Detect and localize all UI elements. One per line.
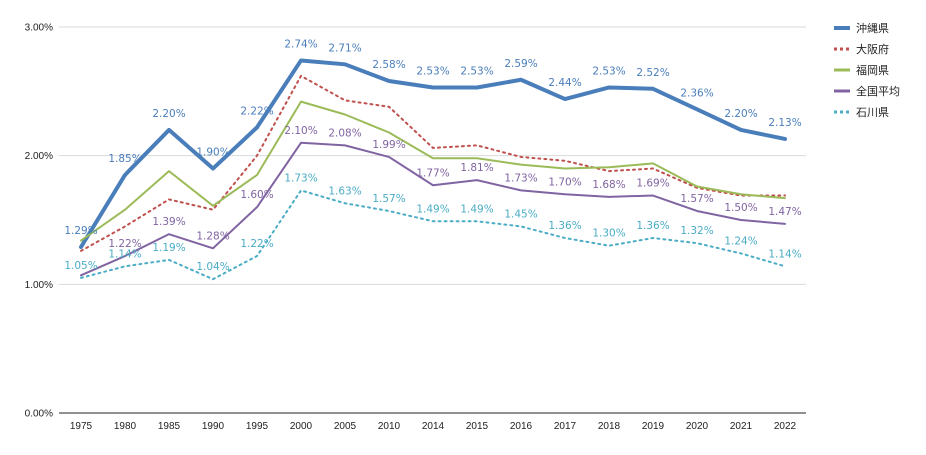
series-line-2 (80, 74, 786, 252)
data-labels: 1.29% 1.85% 2.20% 1.90% 2.22% 2.74% 2.71% 2.58%… (64, 38, 801, 273)
data-label: 2.08% (328, 127, 361, 139)
data-label: 1.47% (768, 206, 801, 218)
x-tick-label: 2018 (598, 421, 621, 432)
legend-label: 福岡県 (856, 63, 889, 77)
data-label: 1.69% (636, 178, 669, 190)
legend-label: 石川県 (856, 106, 889, 119)
data-label: 1.30% (592, 228, 625, 240)
x-tick-label: 2005 (334, 421, 357, 432)
x-tick-label: 2020 (686, 421, 709, 432)
data-label: 1.57% (680, 193, 713, 205)
x-tick-label: 2014 (422, 421, 445, 432)
series-line-4 (80, 141, 786, 277)
x-tick-label: 2010 (378, 421, 401, 432)
y-tick-label: 1.00% (25, 280, 53, 291)
data-label: 1.24% (724, 235, 757, 247)
data-label: 1.70% (548, 176, 581, 188)
grid (59, 26, 806, 285)
data-label: 2.20% (724, 108, 757, 120)
data-label: 1.68% (592, 179, 625, 191)
data-label: 1.50% (724, 202, 757, 214)
legend-label: 大阪府 (856, 42, 889, 56)
series-line-1 (79, 58, 787, 250)
x-tick-label: 2016 (510, 421, 533, 432)
data-label: 1.04% (196, 261, 229, 273)
data-label: 1.85% (108, 153, 141, 165)
data-label: 2.44% (548, 77, 581, 89)
data-label: 2.53% (592, 65, 625, 77)
data-label: 1.73% (284, 172, 317, 184)
data-label: 1.29% (64, 225, 97, 237)
data-label: 1.49% (460, 203, 493, 215)
data-label: 1.22% (240, 238, 273, 250)
data-label: 1.22% (108, 238, 141, 250)
x-tick-label: 2017 (554, 421, 577, 432)
data-label: 1.57% (372, 193, 405, 205)
data-label: 1.05% (64, 260, 97, 272)
x-tick-label: 1980 (114, 421, 137, 432)
data-label: 1.36% (548, 220, 581, 232)
x-tick-label: 2000 (290, 421, 313, 432)
legend-label: 全国平均 (856, 84, 900, 98)
data-label: 1.36% (636, 220, 669, 232)
axes: 0.00% 1.00% 2.00% 3.00% 1975 1980 1985 1990 1995… (25, 23, 806, 432)
data-label: 1.77% (416, 167, 449, 179)
x-tick-label: 1985 (158, 421, 181, 432)
data-label: 2.59% (504, 58, 537, 70)
legend-label: 沖縄県 (856, 21, 889, 35)
series-line-5 (80, 189, 786, 281)
data-label: 2.53% (460, 65, 493, 77)
data-label: 1.39% (152, 216, 185, 228)
data-label: 2.71% (328, 42, 361, 54)
data-label: 1.32% (680, 225, 713, 237)
series-lines (79, 58, 787, 281)
y-tick-label: 0.00% (25, 409, 53, 420)
data-label: 2.52% (636, 67, 669, 79)
data-label: 1.14% (108, 248, 141, 260)
data-label: 2.20% (152, 108, 185, 120)
x-tick-label: 2019 (642, 421, 665, 432)
data-label: 2.13% (768, 117, 801, 129)
data-label: 1.81% (460, 162, 493, 174)
data-label: 2.58% (372, 59, 405, 71)
x-tick-label: 1975 (70, 421, 93, 432)
data-label: 2.10% (284, 125, 317, 137)
data-label: 1.19% (152, 242, 185, 254)
x-tick-label: 2015 (466, 421, 489, 432)
data-label: 1.73% (504, 172, 537, 184)
x-tick-label: 2021 (730, 421, 753, 432)
data-label: 2.74% (284, 38, 317, 50)
data-label: 2.22% (240, 105, 273, 117)
y-tick-label: 3.00% (25, 23, 53, 34)
data-label: 1.60% (240, 189, 273, 201)
data-label: 2.36% (680, 87, 713, 99)
data-label: 1.90% (196, 147, 229, 159)
data-label: 1.45% (504, 208, 537, 220)
series-line-3 (80, 100, 786, 242)
x-tick-label: 1995 (246, 421, 269, 432)
x-tick-label: 2022 (774, 421, 797, 432)
data-label: 1.49% (416, 203, 449, 215)
data-label: 1.28% (196, 230, 229, 242)
data-label: 1.14% (768, 248, 801, 260)
data-label: 2.53% (416, 65, 449, 77)
x-tick-label: 1990 (202, 421, 225, 432)
data-label: 1.99% (372, 139, 405, 151)
y-tick-label: 2.00% (25, 151, 53, 162)
data-label: 1.63% (328, 185, 361, 197)
